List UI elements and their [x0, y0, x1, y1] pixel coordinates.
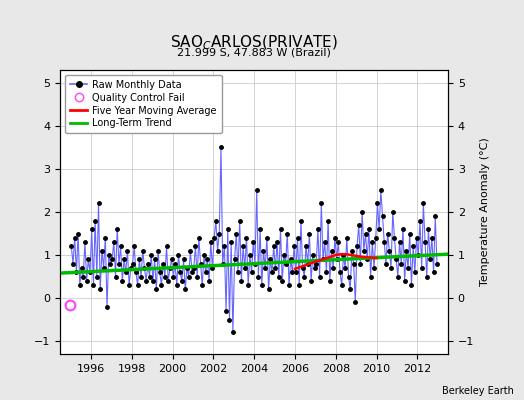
Text: 21.999 S, 47.883 W (Brazil): 21.999 S, 47.883 W (Brazil): [177, 47, 331, 57]
Legend: Raw Monthly Data, Quality Control Fail, Five Year Moving Average, Long-Term Tren: Raw Monthly Data, Quality Control Fail, …: [65, 75, 222, 133]
Y-axis label: Temperature Anomaly (°C): Temperature Anomaly (°C): [479, 138, 489, 286]
Text: Berkeley Earth: Berkeley Earth: [442, 386, 514, 396]
Title: SAO$_C$ARLOS(PRIVATE): SAO$_C$ARLOS(PRIVATE): [170, 34, 338, 52]
